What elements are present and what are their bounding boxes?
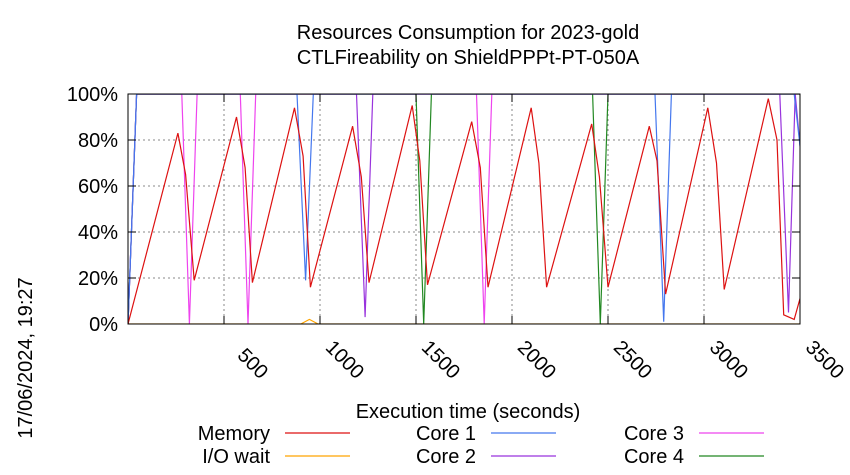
chart-title: Resources Consumption for 2023-gold — [297, 22, 639, 44]
y-tick-label: 0% — [89, 314, 118, 336]
legend-label: I/O wait — [202, 446, 270, 468]
chart-subtitle: CTLFireability on ShieldPPPt-PT-050A — [297, 47, 640, 69]
x-tick-label: 2000 — [513, 337, 560, 384]
x-tick-label: 3000 — [705, 337, 752, 384]
x-tick-label: 1000 — [321, 337, 368, 384]
legend-label: Core 2 — [416, 446, 476, 468]
x-tick-label: 3500 — [801, 337, 848, 384]
series-line-i-o-wait — [128, 318, 800, 324]
legend-label: Core 1 — [416, 423, 476, 445]
plot-frame — [127, 93, 801, 325]
series-line-core-3 — [128, 94, 800, 324]
series-line-memory — [128, 98, 800, 324]
x-axis-label: Execution time (seconds) — [356, 401, 581, 423]
y-tick-label: 40% — [78, 222, 118, 244]
series-line-core-1 — [128, 94, 800, 324]
y-tick-label: 20% — [78, 268, 118, 290]
x-axis-ticks: 500 1000 1500 2000 2500 3000 3500 — [223, 94, 848, 384]
grid-lines — [128, 94, 800, 324]
legend-label: Memory — [198, 423, 270, 445]
y-tick-label: 100% — [67, 84, 118, 106]
x-tick-label: 2500 — [609, 337, 656, 384]
y-tick-label: 80% — [78, 130, 118, 152]
timestamp-label: 17/06/2024, 19:27 — [15, 277, 37, 438]
series-lines — [128, 94, 800, 324]
y-tick-label: 60% — [78, 176, 118, 198]
y-axis-ticks: 0% 20% 40% 60% 80% 100% — [67, 84, 800, 336]
legend-label: Core 3 — [624, 423, 684, 445]
legend-label: Core 4 — [624, 446, 684, 468]
x-tick-label: 1500 — [417, 337, 464, 384]
x-tick-label: 500 — [233, 344, 272, 383]
